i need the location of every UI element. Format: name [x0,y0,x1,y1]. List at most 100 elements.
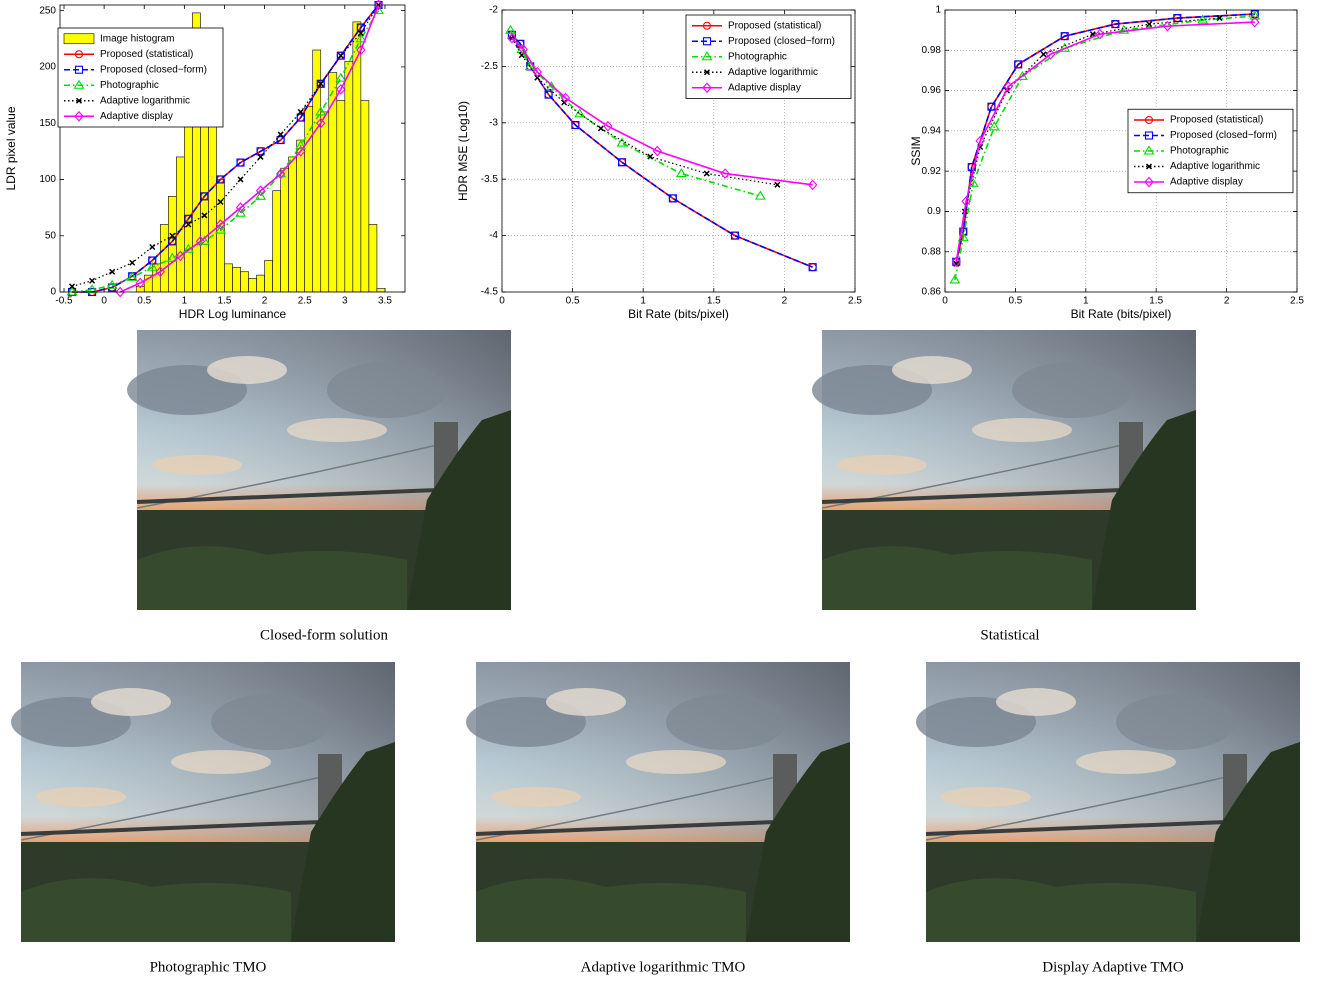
marker [702,21,712,30]
x-tick-label: 0 [101,296,107,307]
marker [200,192,209,201]
x-tick-label: 1.5 [707,296,721,307]
legend-label: Adaptive display [100,111,173,122]
marker [355,33,367,43]
histogram-bar [224,263,233,292]
marker [1003,81,1014,92]
series-line [511,37,778,186]
y-tick-label: 0.96 [922,85,942,96]
marker [255,185,266,197]
series-line [955,17,1220,264]
marker [214,224,226,234]
x-tick-label: 3.5 [378,296,392,307]
marker [126,271,138,281]
x-tick-label: 2 [782,296,788,307]
y-tick-label: -3 [489,117,498,128]
histogram-bar [336,100,346,292]
histogram-bar [159,224,169,292]
photo-closed-form [125,328,513,612]
x-tick-label: 0.5 [566,296,580,307]
series-line [71,10,380,293]
marker [961,196,971,207]
histogram-bar [344,60,354,292]
y-tick-label: -2.5 [481,61,499,72]
marker [1197,14,1209,24]
photo-photographic [9,660,397,944]
x-tick-label: 2 [262,296,268,307]
x-tick-label: 2.5 [848,296,862,307]
x-tick-label: 3 [342,296,348,307]
marker [988,121,1000,131]
x-tick-label: 0.5 [137,296,151,307]
marker [1249,10,1261,20]
y-tick-label: 250 [39,5,56,16]
marker [774,181,781,188]
marker [1250,16,1260,28]
marker [277,131,284,138]
histogram-bar [176,156,185,292]
histogram-bar [376,288,386,292]
y-tick-label: -4 [489,230,498,241]
caption: Closed-form solution [260,627,388,643]
marker [129,259,136,266]
y-tick-label: 150 [39,118,56,129]
marker [69,283,76,290]
legend-box [57,27,224,128]
marker [75,97,83,104]
marker [532,66,543,78]
marker [316,79,325,88]
legend-label: Image histogram [100,33,174,44]
marker [1144,115,1154,125]
plot-frame [944,9,1298,293]
histogram-bar [264,260,273,292]
histogram-bar [272,190,281,292]
marker [571,121,580,130]
caption: Display Adaptive TMO [1042,959,1184,975]
marker [754,190,766,200]
x-tick-label: 1.5 [218,296,232,307]
histogram-bar [216,179,225,292]
legend-label: Proposed (statistical) [100,49,193,60]
histogram-bar [288,156,297,292]
x-tick-label: 2.5 [1290,296,1304,307]
legend-box [1127,108,1294,194]
marker [74,65,84,74]
histogram-bar [296,139,306,292]
histogram-bar [240,271,249,292]
photo-adaptive-log [464,660,852,944]
y-axis-label: SSIM [909,136,923,165]
marker [1144,131,1154,140]
legend-label: Adaptive logarithmic [728,67,818,78]
marker [297,108,304,115]
marker [146,261,158,271]
histogram-bar [368,224,378,292]
marker [1040,51,1047,58]
marker [720,168,730,179]
marker [603,120,613,132]
legend-swatch [63,33,95,45]
marker [109,268,116,275]
marker [201,212,208,219]
marker [545,81,557,91]
marker [337,52,344,59]
marker [703,69,711,76]
marker [336,84,346,95]
marker [148,256,157,265]
histogram-bar [328,72,338,292]
marker [702,82,712,94]
legend-label: Photographic [1170,146,1229,157]
y-tick-label: 0.94 [922,125,942,136]
y-tick-label: 100 [39,174,56,185]
y-tick-label: 0.9 [927,206,941,217]
y-tick-label: 200 [39,62,56,73]
marker [256,147,265,156]
marker [1144,176,1154,188]
marker [295,140,307,150]
marker [106,279,118,289]
marker [1143,145,1155,155]
marker [1216,15,1223,22]
marker [175,250,186,262]
marker [807,179,818,191]
marker [275,168,287,178]
